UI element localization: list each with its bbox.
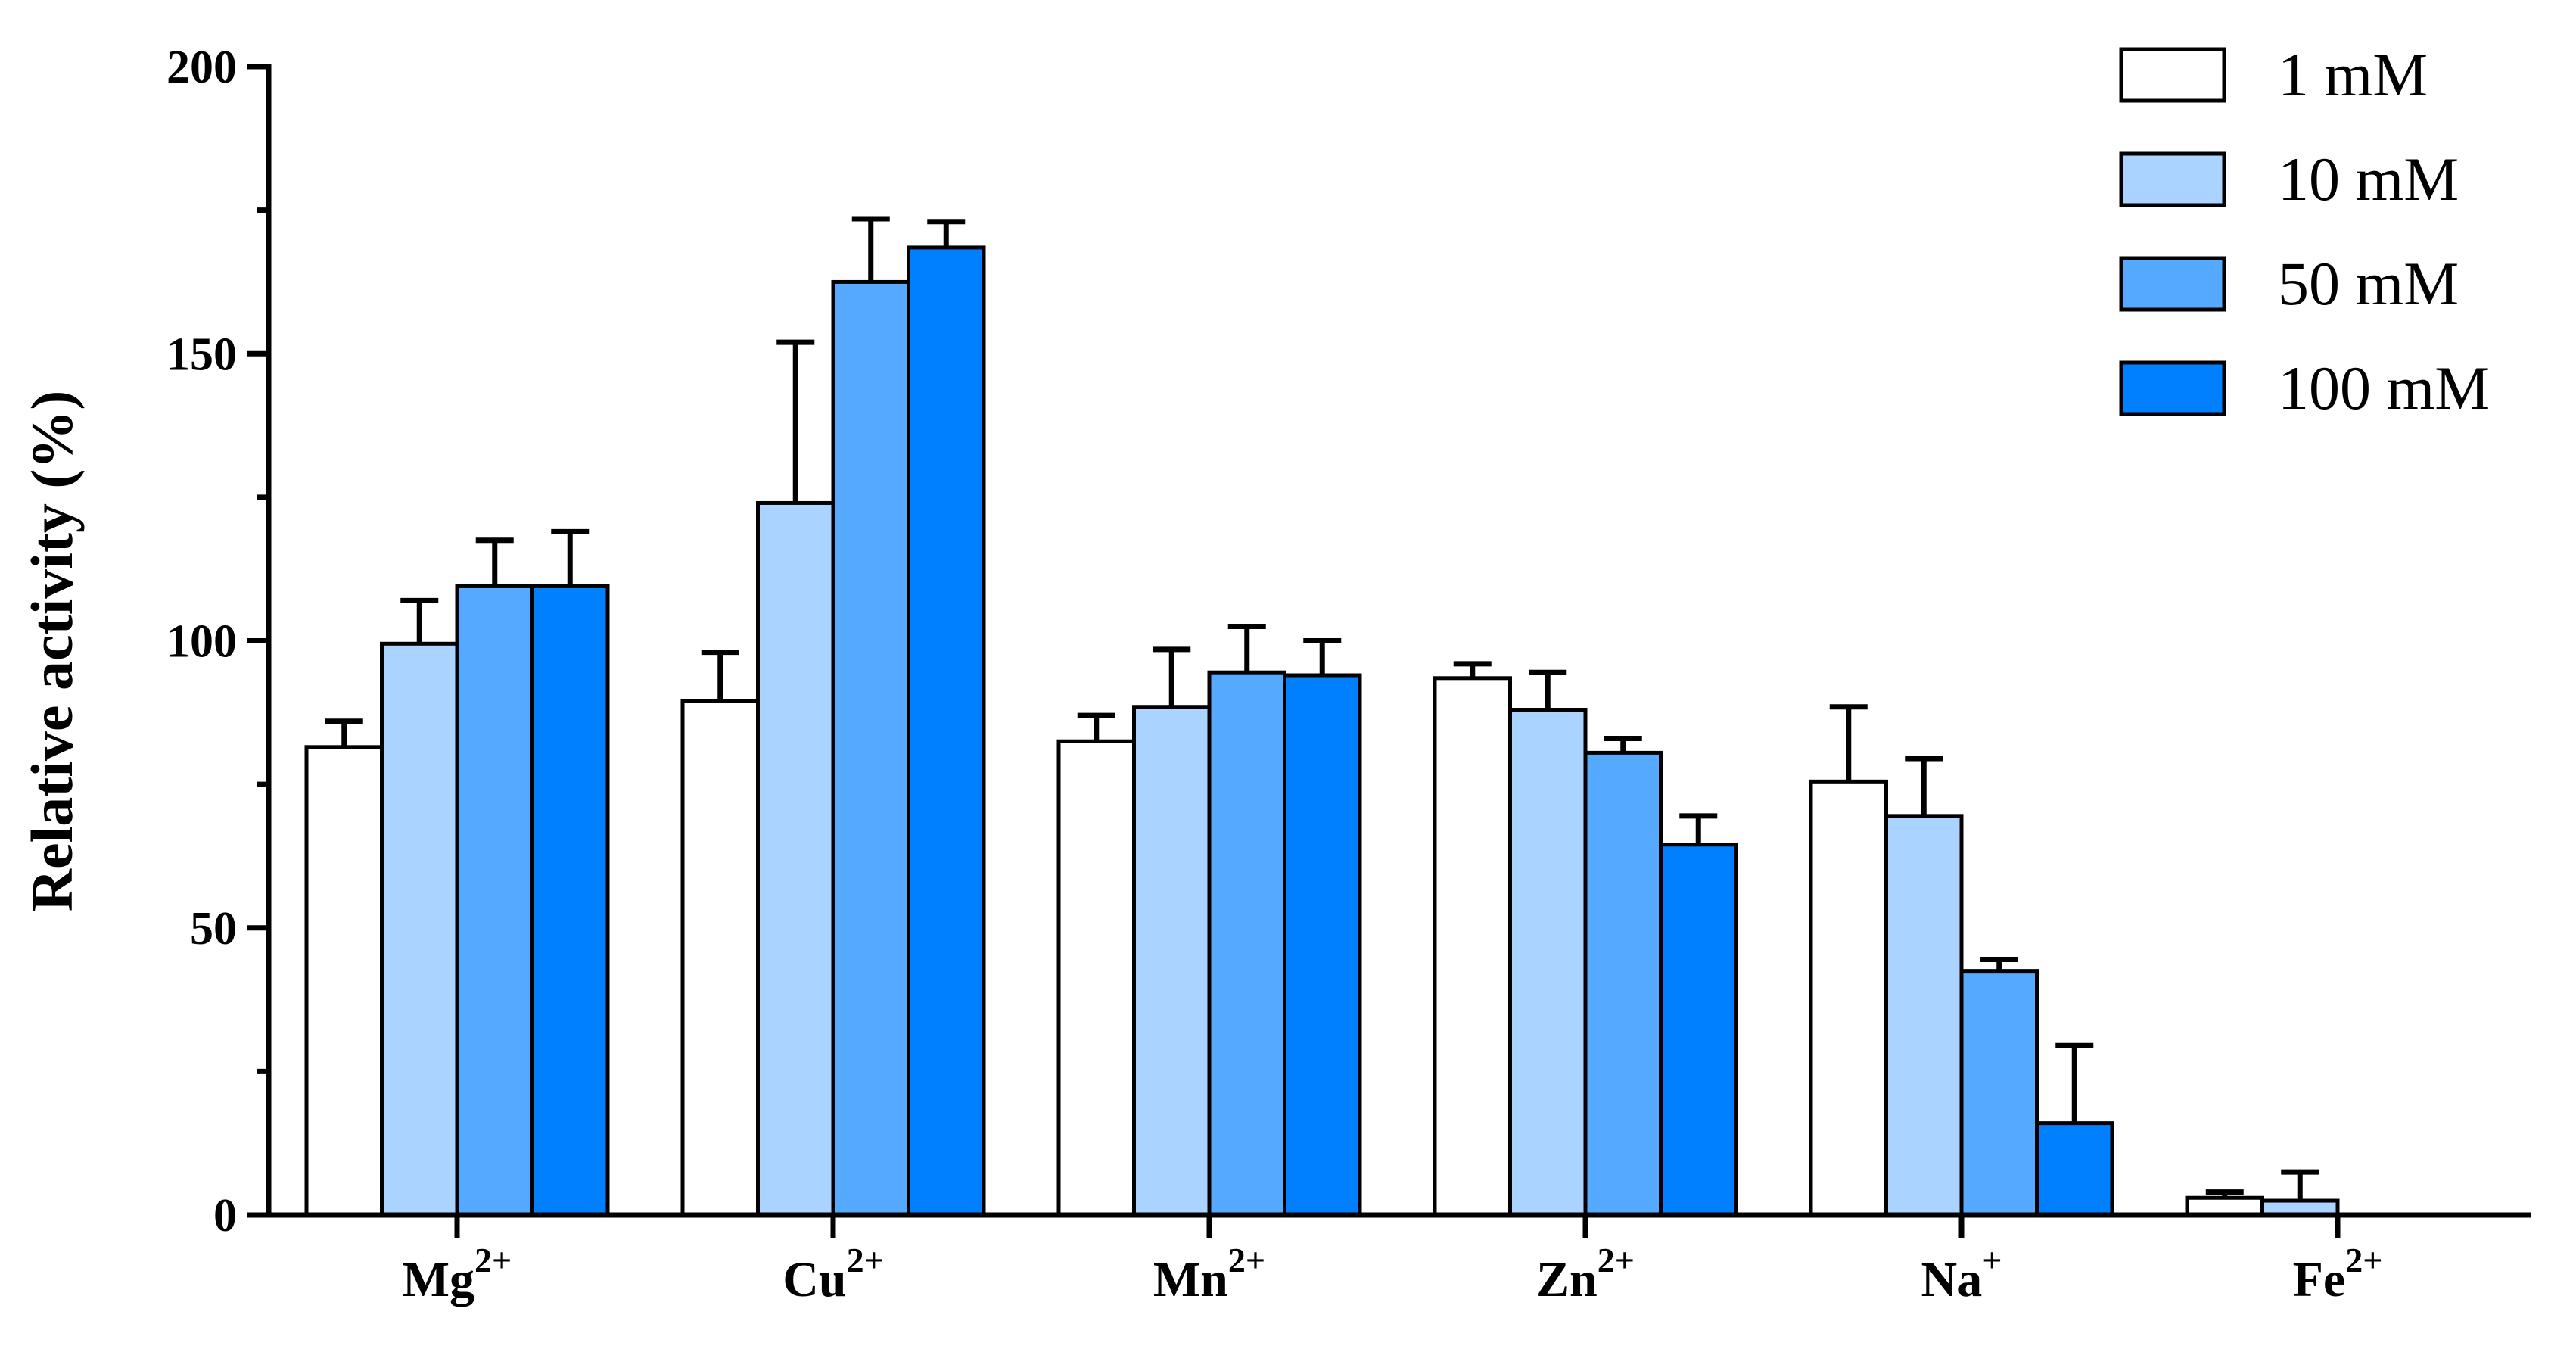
bar-2-series-2 xyxy=(1207,670,1286,1217)
legend-item-0: 1 mM xyxy=(2119,40,2428,109)
legend-swatch-1 xyxy=(2119,151,2226,207)
error-bar-4-series-3 xyxy=(2055,1042,2094,1123)
bar-0-series-1 xyxy=(380,641,459,1217)
bar-4-series-2 xyxy=(1959,969,2039,1217)
error-bar-4-series-0 xyxy=(1829,704,1868,782)
legend-label-0: 1 mM xyxy=(2278,40,2428,109)
error-bar-2-series-0 xyxy=(1077,712,1115,742)
error-bar-0-series-2 xyxy=(475,537,514,587)
legend-label-1: 10 mM xyxy=(2278,145,2459,213)
error-bar-0-series-1 xyxy=(400,597,439,644)
error-bar-1-series-2 xyxy=(851,216,890,282)
bar-0-series-0 xyxy=(304,745,384,1217)
x-tick-label-2: Mn2+ xyxy=(1153,1241,1265,1307)
legend: 1 mM 10 mM 50 mM 100 mM xyxy=(2119,40,2490,422)
x-tick-label-1: Cu2+ xyxy=(782,1241,884,1307)
error-bar-2-series-3 xyxy=(1303,638,1342,676)
y-axis-label: Relative activity (%) xyxy=(19,391,85,912)
bar-3-series-1 xyxy=(1508,708,1588,1217)
error-bar-3-series-3 xyxy=(1679,813,1718,845)
axes-layer: 0 50 100 150 200 Mg2+ Cu2+ Mn2+ Zn2+ Na+ Fe2+ xyxy=(166,42,2531,1307)
error-bar-0-series-0 xyxy=(325,718,363,747)
bar-0-series-2 xyxy=(455,584,534,1217)
bar-3-series-2 xyxy=(1583,750,1663,1217)
legend-item-1: 10 mM xyxy=(2119,145,2459,213)
error-bar-4-series-2 xyxy=(1980,956,2018,971)
error-bar-1-series-3 xyxy=(927,219,966,248)
legend-swatch-0 xyxy=(2119,47,2226,103)
error-bar-3-series-2 xyxy=(1604,735,1642,753)
legend-item-2: 50 mM xyxy=(2119,249,2459,318)
legend-label-3: 100 mM xyxy=(2278,354,2490,422)
bar-1-series-3 xyxy=(907,245,986,1217)
bar-2-series-1 xyxy=(1132,705,1212,1217)
bar-4-series-1 xyxy=(1884,814,1964,1217)
bar-1-series-0 xyxy=(680,699,760,1217)
bar-2-series-3 xyxy=(1283,673,1362,1217)
error-bar-1-series-0 xyxy=(701,650,739,702)
bar-3-series-3 xyxy=(1659,843,1738,1217)
error-bar-2-series-1 xyxy=(1153,646,1191,707)
bars-layer xyxy=(304,245,2340,1217)
x-tick-label-3: Zn2+ xyxy=(1536,1241,1635,1307)
bar-3-series-0 xyxy=(1433,676,1512,1217)
y-tick-label-200: 200 xyxy=(166,42,237,93)
error-bar-3-series-1 xyxy=(1529,669,1567,710)
bar-1-series-1 xyxy=(756,500,835,1217)
y-tick-label-0: 0 xyxy=(213,1190,237,1242)
x-tick-label-0: Mg2+ xyxy=(403,1241,512,1307)
error-bar-3-series-0 xyxy=(1453,661,1492,678)
bar-4-series-0 xyxy=(1809,779,1888,1217)
legend-item-3: 100 mM xyxy=(2119,354,2490,422)
y-tick-label-100: 100 xyxy=(166,616,237,668)
error-bar-5-series-0 xyxy=(2205,1189,2244,1198)
error-bar-1-series-1 xyxy=(776,339,815,503)
bar-4-series-3 xyxy=(2035,1121,2114,1217)
y-tick-label-150: 150 xyxy=(166,329,237,380)
error-bar-5-series-1 xyxy=(2281,1169,2319,1201)
error-bar-4-series-1 xyxy=(1905,756,1943,816)
x-tick-label-5: Fe2+ xyxy=(2293,1241,2383,1307)
x-tick-label-4: Na+ xyxy=(1921,1241,2002,1307)
error-bar-2-series-2 xyxy=(1227,624,1266,673)
legend-swatch-3 xyxy=(2119,360,2226,416)
error-bar-0-series-3 xyxy=(551,528,590,587)
bar-2-series-0 xyxy=(1056,739,1136,1217)
legend-swatch-2 xyxy=(2119,256,2226,312)
error-bars-layer xyxy=(325,216,2319,1201)
legend-label-2: 50 mM xyxy=(2278,249,2459,318)
bar-0-series-3 xyxy=(530,584,610,1217)
y-tick-label-50: 50 xyxy=(190,903,237,955)
bar-1-series-2 xyxy=(831,279,910,1217)
